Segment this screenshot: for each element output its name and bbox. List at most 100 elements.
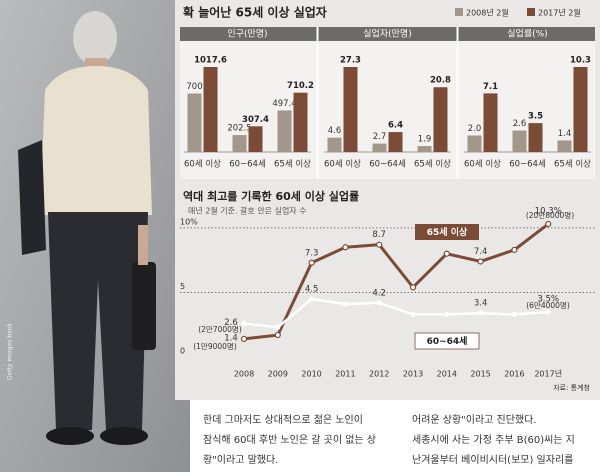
point [274, 331, 281, 339]
point [443, 250, 450, 257]
bar [293, 92, 308, 152]
value-label: 7.4 [474, 247, 488, 257]
annotation: (20만8000명) [526, 210, 574, 220]
bar [417, 146, 432, 152]
annotation: (1만9000명) [193, 341, 237, 351]
value-label: 7.3 [305, 248, 319, 258]
x-tick-label: 60~64세 [369, 160, 406, 170]
article-line: 어려운 상황"이라고 진단했다. [412, 413, 537, 426]
value-label: 3.4 [474, 299, 488, 309]
x-tick-label: 2009 [268, 370, 288, 379]
main-title: 확 늘어난 65세 이상 실업자 [183, 5, 327, 20]
point [376, 300, 382, 306]
bar [277, 110, 292, 152]
value-label: 4.5 [305, 284, 319, 294]
legend-label: 2017년 2월 [538, 8, 581, 18]
point [342, 301, 348, 307]
bar [372, 143, 387, 152]
value-label: 700 [186, 82, 202, 92]
point [478, 310, 484, 316]
bar [467, 135, 482, 152]
x-tick-label: 2015 [470, 370, 490, 379]
bar [512, 130, 527, 152]
x-tick-label: 2011 [335, 370, 355, 379]
bar [483, 93, 498, 152]
value-label: 7.1 [483, 82, 498, 92]
x-tick-label: 60세 이상 [464, 159, 501, 170]
series-label: 65세 이상 [427, 226, 468, 238]
value-label: 710.2 [287, 81, 314, 91]
point [308, 259, 315, 266]
panel-title: 실업률(%) [507, 29, 547, 40]
value-label: 2.7 [373, 132, 387, 142]
bar-panel-bg [180, 41, 595, 179]
point [545, 220, 552, 228]
value-label: 8.7 [372, 230, 386, 240]
line [243, 222, 550, 341]
panel-header-bar [180, 27, 595, 41]
annotation: (2만7000명) [198, 324, 242, 334]
panel-title: 인구(만명) [227, 29, 267, 40]
value-label: 1017.6 [194, 56, 227, 66]
value-label: 1.4 [224, 333, 238, 343]
photo-credit: Getty images bank [7, 322, 14, 380]
x-tick-label: 2017년 [534, 369, 562, 379]
point [410, 311, 416, 317]
value-label: 1.9 [418, 135, 432, 145]
value-label: 1.4 [558, 129, 572, 139]
bar [187, 93, 202, 152]
point [241, 320, 247, 327]
article: 한데 그마저도 상대적으로 젊은 노인이 잠식해 60대 후반 노인은 갈 곳이… [203, 413, 575, 466]
value-label: 202.5 [227, 124, 251, 134]
bar [573, 67, 588, 152]
series-label-box [415, 224, 479, 240]
value-label: 3.5% [537, 294, 559, 304]
article-line: 황"이라고 말했다. [203, 453, 278, 466]
bar [343, 67, 358, 152]
bar [528, 123, 543, 152]
article-line: 한데 그마저도 상대적으로 젊은 노인이 [203, 414, 363, 426]
legend-swatch [455, 8, 463, 16]
bar [388, 132, 403, 152]
bar [232, 135, 247, 152]
value-label: 4.2 [372, 288, 386, 298]
point [342, 244, 349, 251]
source: 자료: 통계청 [553, 383, 590, 392]
value-label: 20.8 [430, 76, 451, 86]
bar [557, 140, 572, 152]
value-label: 27.3 [340, 56, 361, 66]
value-label: 3.5 [528, 112, 543, 122]
value-label: 6.4 [388, 121, 403, 131]
chart-title: 역대 최고를 기록한 60세 이상 실업률 [183, 189, 359, 203]
x-tick-label: 60~64세 [229, 160, 266, 170]
article-line: 난겨울부터 베이비시터(보모) 일자리를 [412, 454, 573, 466]
point [477, 258, 484, 265]
x-tick-label: 60세 이상 [184, 159, 221, 170]
x-tick-label: 2013 [403, 370, 423, 379]
x-tick-label: 60세 이상 [324, 159, 361, 170]
point [275, 324, 281, 330]
point [511, 311, 518, 317]
series-label: 60~64세 [427, 335, 468, 347]
point [545, 309, 551, 315]
series-label-box [414, 332, 480, 350]
x-tick-label: 65세 이상 [414, 159, 451, 170]
value-label: 497.4 [272, 99, 296, 109]
x-tick-label: 65세 이상 [274, 159, 311, 170]
x-tick-label: 65세 이상 [554, 159, 591, 170]
article-line: 잠식해 60대 후반 노인은 갈 곳이 없는 상 [203, 433, 376, 446]
annotation: (6만4000명) [526, 300, 570, 310]
y-tick-label: 10% [180, 217, 198, 226]
value-label: 4.6 [328, 126, 342, 136]
legend-swatch [527, 8, 535, 16]
value-label: 2.0 [468, 124, 482, 134]
y-tick-label: 5 [180, 282, 185, 291]
value-label: 10.3% [535, 207, 562, 217]
point [309, 296, 315, 302]
value-label: 2.6 [513, 119, 527, 129]
value-label: 2.6 [224, 318, 238, 328]
x-tick-label: 2008 [234, 370, 254, 379]
x-tick-label: 2012 [369, 370, 389, 379]
